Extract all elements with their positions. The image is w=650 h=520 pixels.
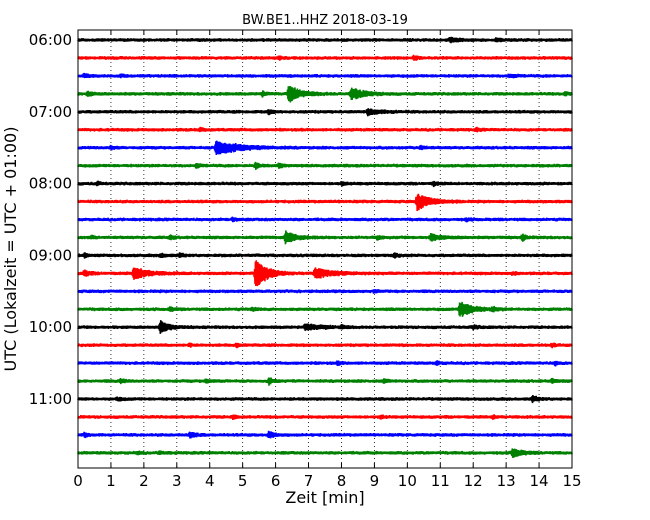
y-tick-label-0800: 08:00 xyxy=(29,175,72,193)
trace-row-0730 xyxy=(77,140,573,155)
x-tick-label-14: 14 xyxy=(530,472,549,490)
trace-row-0830 xyxy=(77,216,573,223)
x-tick-label-4: 4 xyxy=(205,472,215,490)
trace-row-0600 xyxy=(77,36,573,44)
trace-row-0945 xyxy=(77,301,573,317)
x-tick-label-8: 8 xyxy=(337,472,347,490)
trace-row-1000 xyxy=(77,320,573,334)
trace-row-1045 xyxy=(77,377,573,386)
trace-row-0645 xyxy=(77,86,573,103)
y-axis-ticks: 06:00 07:00 08:00 09:00 10:00 11:00 xyxy=(29,31,83,408)
plot-frame xyxy=(77,29,573,469)
x-tick-label-5: 5 xyxy=(238,472,248,490)
trace-rows xyxy=(77,36,573,458)
x-tick-label-6: 6 xyxy=(271,472,281,490)
trace-row-0845 xyxy=(77,230,573,245)
trace-row-0715 xyxy=(77,126,573,133)
x-tick-label-11: 11 xyxy=(431,472,450,490)
x-tick-label-3: 3 xyxy=(172,472,182,490)
x-tick-label-0: 0 xyxy=(73,472,83,490)
x-tick-label-9: 9 xyxy=(370,472,380,490)
x-tick-label-2: 2 xyxy=(139,472,149,490)
y-tick-label-1100: 11:00 xyxy=(29,390,72,408)
y-tick-label-0600: 06:00 xyxy=(29,31,72,49)
x-tick-label-1: 1 xyxy=(106,472,116,490)
trace-row-0800 xyxy=(77,180,573,188)
y-tick-label-0700: 07:00 xyxy=(29,103,72,121)
x-tick-label-7: 7 xyxy=(304,472,314,490)
trace-row-0930 xyxy=(77,289,573,294)
x-tick-label-15: 15 xyxy=(562,472,581,490)
trace-row-1030 xyxy=(77,360,573,367)
trace-row-0630 xyxy=(77,72,573,79)
trace-row-1145 xyxy=(77,448,573,458)
trace-row-1115 xyxy=(77,414,573,421)
x-tick-label-10: 10 xyxy=(398,472,417,490)
trace-row-0815 xyxy=(77,193,573,212)
trace-row-0900 xyxy=(77,252,573,259)
trace-row-0915 xyxy=(77,260,573,287)
y-tick-label-1000: 10:00 xyxy=(29,318,72,336)
trace-row-0745 xyxy=(77,161,573,170)
y-axis-label: UTC (Lokalzeit = UTC + 01:00) xyxy=(1,127,20,372)
x-axis-label: Zeit [min] xyxy=(285,488,364,507)
chart-title: BW.BE1..HHZ 2018-03-19 xyxy=(242,13,408,28)
trace-row-0700 xyxy=(77,108,573,117)
trace-row-0615 xyxy=(77,54,573,61)
y-tick-label-0900: 09:00 xyxy=(29,246,72,264)
trace-row-1015 xyxy=(77,342,573,349)
x-tick-label-13: 13 xyxy=(497,472,516,490)
trace-row-1100 xyxy=(77,394,573,404)
trace-row-1130 xyxy=(77,430,573,439)
x-tick-label-12: 12 xyxy=(464,472,483,490)
x-axis-ticks: 0 1 2 3 4 5 6 7 8 9 10 11 12 13 14 15 xyxy=(73,30,582,490)
